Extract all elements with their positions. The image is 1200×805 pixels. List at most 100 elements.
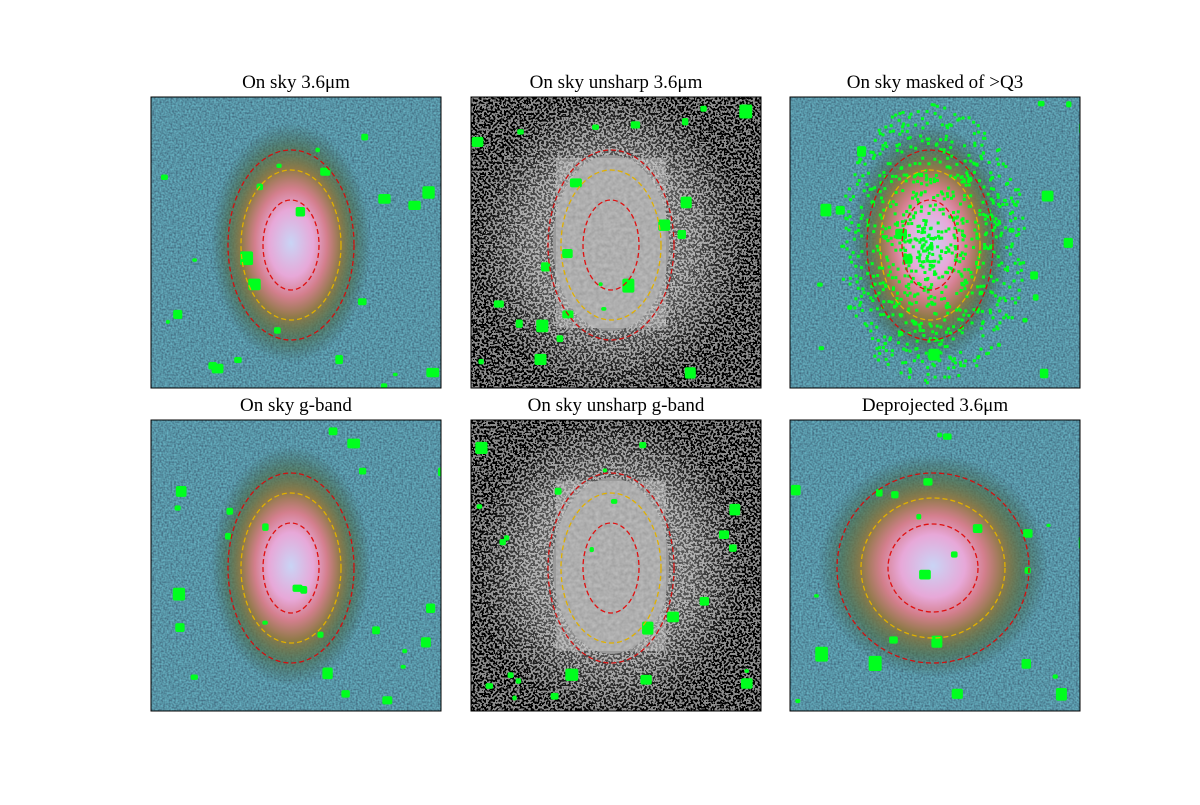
masked-star [816, 282, 823, 287]
mask-pixel [998, 296, 1002, 300]
masked-star [972, 524, 983, 533]
mask-pixel [919, 134, 923, 138]
mask-pixel [905, 209, 909, 213]
masked-star [347, 438, 361, 449]
mask-pixel [859, 294, 863, 298]
mask-pixel [963, 159, 967, 163]
masked-star [358, 467, 367, 475]
mask-pixel [948, 215, 952, 219]
mask-pixel [1006, 315, 1010, 319]
masked-star [512, 695, 517, 701]
masked-star [1055, 687, 1067, 701]
mask-pixel [866, 272, 870, 276]
mask-pixel [912, 214, 916, 218]
mask-pixel [956, 173, 960, 177]
mask-pixel [920, 260, 924, 264]
mask-pixel [881, 266, 885, 270]
mask-pixel [863, 322, 867, 326]
panel-title: On sky unsharp g-band [528, 395, 705, 416]
mask-pixel [936, 221, 940, 225]
mask-pixel [1008, 177, 1012, 181]
mask-pixel [923, 278, 927, 282]
mask-pixel [878, 174, 882, 178]
masked-star [1023, 529, 1033, 538]
mask-pixel [844, 226, 848, 230]
masked-star [536, 319, 549, 333]
panel-frame [150, 96, 442, 389]
mask-pixel [929, 294, 933, 298]
mask-pixel [1015, 234, 1019, 238]
mask-pixel [973, 141, 977, 145]
mask-pixel [949, 174, 953, 178]
masked-star [1024, 567, 1031, 574]
galaxy [211, 446, 371, 686]
mask-pixel [944, 304, 948, 308]
mask-pixel [977, 265, 981, 269]
masked-star [868, 655, 882, 672]
mask-pixel [859, 266, 863, 270]
mask-pixel [859, 157, 863, 161]
mask-pixel [945, 124, 949, 128]
masked-star [234, 357, 242, 363]
mask-pixel [976, 266, 980, 270]
mask-pixel [1001, 202, 1005, 206]
mask-pixel [948, 355, 952, 359]
mask-pixel [953, 236, 957, 240]
mask-pixel [928, 227, 932, 231]
mask-pixel [908, 301, 912, 305]
mask-pixel [952, 210, 956, 214]
mask-pixel [996, 255, 1000, 259]
mask-pixel [955, 222, 959, 226]
mask-pixel [951, 337, 955, 341]
mask-pixel [927, 251, 931, 255]
masked-star [208, 361, 217, 370]
mask-pixel [937, 260, 941, 264]
mask-pixel [993, 225, 997, 229]
mask-pixel [899, 248, 903, 252]
masked-star [361, 133, 369, 141]
masked-star [273, 327, 281, 334]
mask-pixel [967, 116, 971, 120]
mask-pixel [952, 366, 956, 370]
mask-pixel [916, 110, 920, 114]
mask-pixel [917, 250, 921, 254]
mask-pixel [925, 183, 929, 187]
masked-star [485, 683, 494, 689]
mask-pixel [912, 180, 916, 184]
mask-pixel [867, 171, 871, 175]
mask-pixel [952, 233, 956, 237]
masked-star [402, 648, 408, 654]
mask-pixel [924, 240, 928, 244]
mask-pixel [947, 327, 951, 331]
masked-star [919, 569, 931, 580]
masked-star [1052, 674, 1058, 679]
mask-pixel [930, 300, 934, 304]
mask-pixel [984, 222, 988, 226]
mask-pixel [946, 126, 950, 130]
mask-pixel [925, 247, 929, 251]
mask-pixel [870, 262, 874, 266]
mask-pixel [962, 283, 966, 287]
mask-pixel [897, 118, 901, 122]
mask-pixel [944, 134, 948, 138]
mask-pixel [847, 210, 851, 214]
mask-pixel [979, 347, 983, 351]
mask-pixel [894, 203, 898, 207]
mask-pixel [957, 374, 961, 378]
mask-pixel [883, 335, 887, 339]
mask-pixel [845, 240, 849, 244]
mask-pixel [903, 248, 907, 252]
masked-star [478, 358, 484, 365]
mask-pixel [964, 359, 968, 363]
mask-pixel [976, 310, 980, 314]
mask-pixel [954, 247, 958, 251]
mask-pixel [881, 235, 885, 239]
mask-pixel [947, 375, 951, 379]
mask-pixel [986, 247, 990, 251]
mask-pixel [918, 240, 922, 244]
mask-pixel [967, 153, 971, 157]
mask-pixel [982, 136, 986, 140]
mask-pixel [924, 351, 928, 355]
mask-pixel [965, 219, 969, 223]
masked-star [565, 668, 579, 681]
